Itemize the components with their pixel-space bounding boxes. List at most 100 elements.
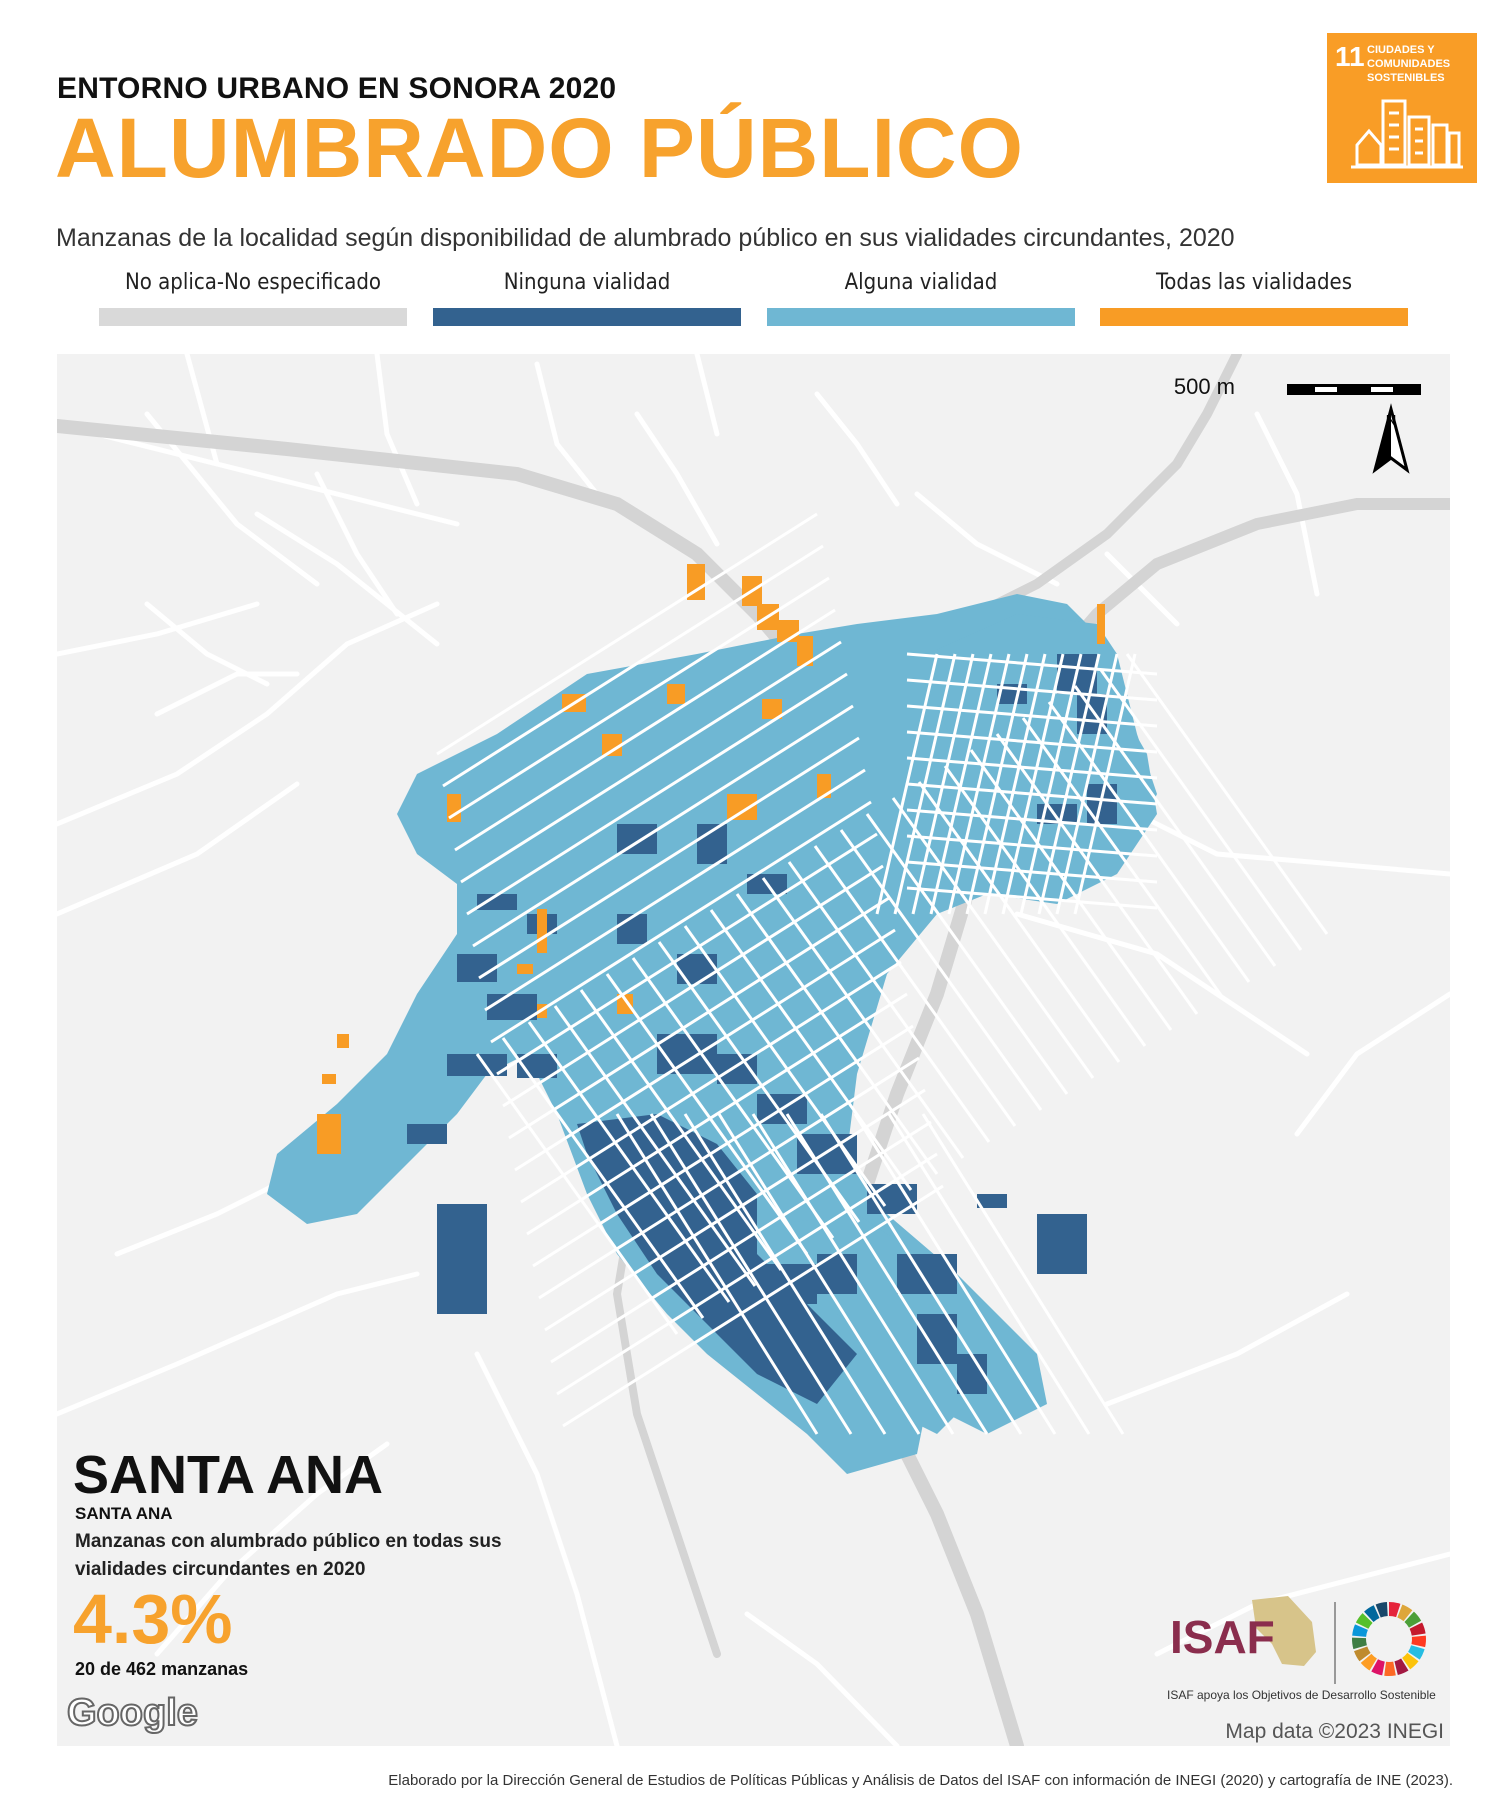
street-line — [520, 960, 902, 1204]
street-line — [906, 834, 1158, 858]
legend-label: Alguna vialidad — [844, 270, 998, 295]
city-block — [487, 994, 537, 1020]
legend-swatch — [433, 308, 741, 326]
city-block — [1037, 804, 1077, 824]
legend-item-no-aplica: No aplica-No especificado — [99, 268, 407, 326]
street-line — [448, 576, 830, 820]
scale-bar — [1287, 384, 1421, 395]
legend-swatch — [1100, 308, 1408, 326]
street-line — [1099, 669, 1303, 951]
legend-label: Ninguna vialidad — [503, 270, 671, 295]
sdg-wheel-segment — [1352, 1637, 1367, 1650]
street-line — [442, 544, 824, 788]
street-line — [1047, 701, 1251, 983]
city-block — [617, 914, 647, 944]
street-line — [853, 1113, 1057, 1435]
street-line — [466, 672, 848, 916]
sdg-wheel-segment — [1360, 1653, 1378, 1671]
sdg-wheel-segment — [1375, 1602, 1388, 1618]
city-block — [602, 734, 622, 756]
street-line — [556, 1152, 938, 1396]
sdg-wheel-segment — [1364, 1605, 1380, 1623]
street-line — [544, 1088, 926, 1332]
street-line — [943, 765, 1147, 1047]
kicker-title: ENTORNO URBANO EN SONORA 2020 — [57, 72, 617, 105]
legend-swatch — [767, 308, 1075, 326]
city-block — [517, 964, 533, 974]
place-name: SANTA ANA — [73, 1445, 383, 1505]
page-title: ALUMBRADO PÚBLICO — [55, 101, 1024, 195]
logo-divider — [1334, 1602, 1336, 1684]
street-line — [906, 704, 1158, 728]
sdg-wheel-segment — [1371, 1659, 1386, 1676]
legend-item-todas: Todas las vialidades — [1100, 268, 1408, 326]
city-buildings-icon — [1351, 99, 1463, 169]
street-line — [887, 1113, 1091, 1435]
footer-credit: Elaborado por la Dirección General de Es… — [388, 1772, 1453, 1789]
sdg-wheel-segment — [1384, 1661, 1396, 1676]
street-line — [454, 608, 836, 852]
street-line — [526, 992, 908, 1236]
street-line — [929, 653, 993, 915]
city-block — [1037, 1214, 1087, 1274]
city-block — [667, 684, 685, 704]
street-line — [839, 829, 1043, 1111]
street-line — [1037, 653, 1101, 915]
subtitle: Manzanas de la localidad según disponibi… — [56, 224, 1235, 252]
street-line — [983, 653, 1047, 915]
city-block — [407, 1124, 447, 1144]
north-label: N — [1386, 412, 1397, 429]
street-line — [508, 896, 890, 1140]
sdg-wheel-segment — [1401, 1652, 1419, 1670]
legend-swatch — [99, 308, 407, 326]
scale-label: 500 m — [1173, 374, 1235, 399]
city-block — [677, 954, 717, 984]
sdg-wheel-segment — [1409, 1622, 1426, 1636]
legend-item-alguna: Alguna vialidad — [767, 268, 1075, 326]
city-block — [322, 1074, 336, 1084]
map-canvas[interactable]: N — [57, 354, 1450, 1746]
street-line — [532, 1024, 914, 1268]
street-line — [735, 893, 939, 1175]
city-block — [617, 994, 633, 1014]
sdg-wheel-segment — [1394, 1658, 1409, 1675]
minor-roads — [57, 354, 1450, 1746]
street-line — [562, 1184, 944, 1428]
city-block — [617, 824, 657, 854]
street-line — [906, 678, 1158, 702]
street-line — [906, 860, 1158, 884]
street-line — [917, 781, 1121, 1063]
legend-item-ninguna: Ninguna vialidad — [433, 268, 741, 326]
city-block — [797, 636, 813, 666]
map-panel[interactable]: N 500 m SANTA ANA SANTA ANA Manzanas con… — [57, 354, 1450, 1746]
street-line — [1073, 685, 1277, 967]
street-line — [911, 653, 975, 915]
street-line — [683, 925, 887, 1207]
place-subname: SANTA ANA — [75, 1504, 173, 1523]
street-line — [514, 928, 896, 1172]
street-line — [615, 1113, 819, 1435]
sdg-wheel-segment — [1407, 1645, 1425, 1660]
sdg-wheel-icon — [1352, 1602, 1426, 1676]
street-line — [751, 1113, 955, 1435]
sdg-11-badge: 11 CIUDADES Y COMUNIDADES SOSTENIBLES — [1327, 33, 1477, 183]
street-line — [502, 864, 884, 1108]
street-line — [921, 1113, 1125, 1435]
stat-count: 20 de 462 manzanas — [75, 1659, 249, 1679]
stat-value: 4.3% — [73, 1580, 233, 1658]
legend-label: No aplica-No especificado — [124, 270, 382, 295]
sdg-number: 11 — [1335, 41, 1365, 72]
street-line — [906, 756, 1158, 780]
street-line — [891, 797, 1095, 1079]
street-line — [785, 1113, 989, 1435]
city-block — [762, 699, 782, 719]
sonora-map-icon — [1252, 1596, 1316, 1666]
sdg-wheel-segment — [1397, 1604, 1413, 1622]
street-line — [717, 1113, 921, 1435]
city-blocks — [267, 564, 1157, 1474]
street-line — [813, 845, 1017, 1127]
city-block — [337, 1034, 349, 1048]
city-block — [817, 1254, 857, 1294]
city-block — [437, 1204, 487, 1314]
street-line — [947, 653, 1011, 915]
